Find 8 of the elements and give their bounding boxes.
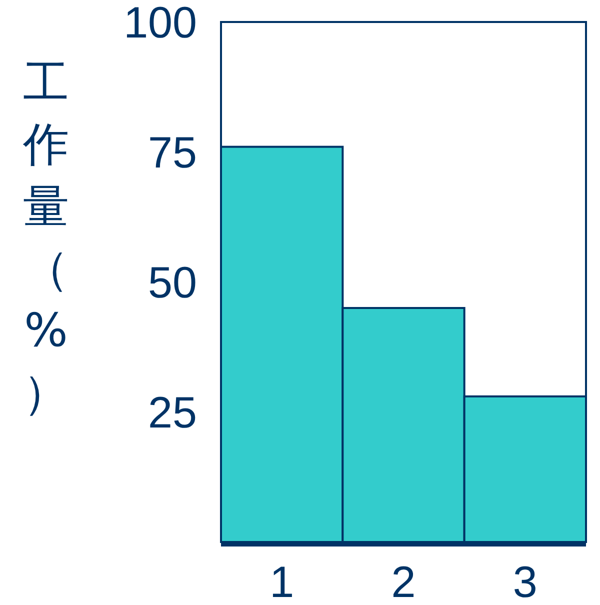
x-tick-label: 2	[391, 558, 416, 605]
y-tick-label: 50	[148, 258, 197, 308]
y-tick-label: 75	[148, 128, 197, 178]
x-tick-label: 3	[512, 558, 538, 605]
y-tick-label: 25	[148, 388, 197, 438]
y-tick-label: 100	[124, 0, 197, 48]
x-tick-label: 1	[270, 558, 294, 605]
y-axis-title: 工作量（%）	[22, 55, 69, 420]
